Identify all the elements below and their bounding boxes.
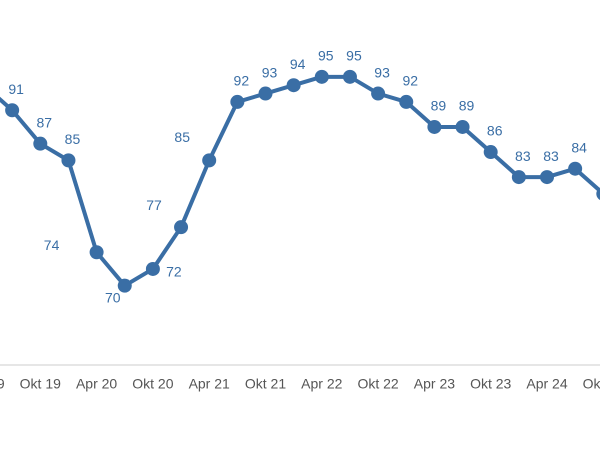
x-tick-label: Okt 23 (470, 376, 511, 392)
point (540, 170, 554, 185)
point (455, 119, 470, 134)
x-tick-label: Okt 22 (357, 376, 398, 392)
data-label: 95 (346, 48, 362, 64)
data-label: 92 (402, 73, 418, 89)
x-tick-label: Okt 21 (245, 376, 286, 392)
point (230, 94, 245, 109)
point (286, 78, 301, 93)
point (5, 103, 20, 118)
data-label: 77 (146, 197, 162, 213)
x-tick-label: Apr 19 (0, 376, 5, 392)
data-label: 94 (290, 56, 306, 72)
point (371, 86, 386, 101)
data-label: 74 (44, 237, 60, 253)
point (568, 161, 583, 176)
point (61, 153, 76, 168)
x-tick-label: Okt 24 (583, 376, 600, 392)
point (314, 69, 329, 84)
point (174, 220, 189, 235)
data-label: 89 (459, 98, 475, 114)
x-tick-label: Okt 19 (20, 376, 61, 392)
data-label: 89 (431, 98, 447, 114)
point (342, 69, 357, 84)
x-tick-label: Apr 20 (76, 376, 117, 392)
data-label: 93 (262, 64, 278, 80)
data-label: 85 (174, 129, 190, 145)
point (427, 119, 442, 134)
x-tick-label: Apr 21 (189, 376, 230, 392)
plot-area: Apr 19 Okt 19 Apr 20 Okt 20 Apr 21 Okt 21 Apr … (0, 48, 600, 392)
x-tick-label: Apr 24 (526, 376, 567, 392)
data-label: 83 (543, 148, 559, 164)
x-tick-label: Apr 23 (414, 376, 455, 392)
point (145, 261, 160, 276)
data-label: 72 (166, 264, 182, 280)
point (399, 94, 414, 109)
x-tick-label: Apr 22 (301, 376, 342, 392)
point (33, 136, 48, 151)
data-label: 91 (8, 81, 24, 97)
data-label: 95 (318, 48, 334, 64)
data-label: 70 (105, 289, 121, 305)
data-label: 83 (515, 148, 531, 164)
point (202, 153, 217, 168)
data-label: 86 (487, 123, 503, 139)
point (117, 278, 132, 293)
data-label: 84 (571, 139, 587, 155)
point (511, 170, 526, 185)
x-tick-label: Okt 20 (132, 376, 173, 392)
data-label: 93 (374, 64, 390, 80)
data-label: 85 (65, 131, 81, 147)
data-label: 87 (37, 114, 53, 130)
point (483, 145, 498, 160)
point (596, 187, 600, 200)
point (258, 86, 273, 101)
data-label: 92 (234, 73, 250, 89)
point (89, 245, 104, 260)
